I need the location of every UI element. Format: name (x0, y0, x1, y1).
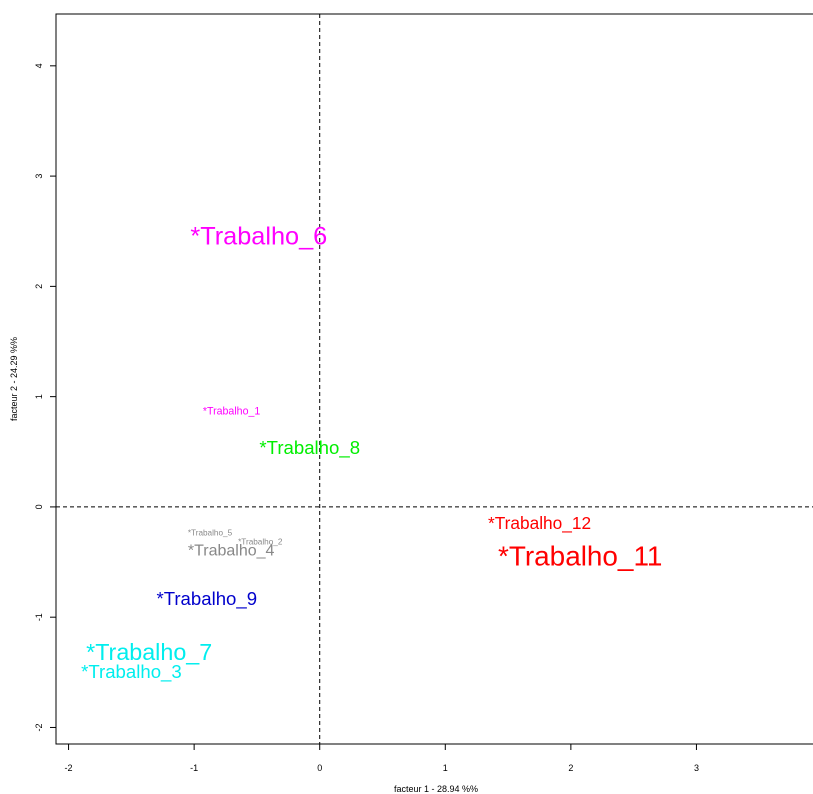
y-tick-label: -2 (34, 723, 44, 731)
y-tick-label: -1 (34, 613, 44, 621)
point-label: *Trabalho_2 (238, 537, 283, 546)
plot-frame (55, 13, 813, 745)
y-axis-title: facteur 2 - 24.29 %% (9, 337, 19, 421)
point-label: *Trabalho_11 (498, 540, 662, 571)
y-tick-label: 4 (34, 63, 44, 68)
y-tick-label: 3 (34, 174, 44, 179)
x-tick-label: 3 (694, 763, 699, 773)
x-tick-label: -1 (190, 763, 198, 773)
point-label: *Trabalho_6 (190, 222, 327, 250)
point-label: *Trabalho_8 (259, 437, 360, 459)
point-label: *Trabalho_7 (86, 639, 212, 665)
x-tick-label: 2 (568, 763, 573, 773)
point-label: *Trabalho_5 (188, 529, 233, 538)
x-axis: -2 -1 0 1 2 3 (65, 743, 699, 773)
x-tick-label: 0 (317, 763, 322, 773)
point-labels: *Trabalho_6 *Trabalho_1 *Trabalho_8 *Trabal… (81, 222, 662, 682)
x-tick-label: -2 (65, 763, 73, 773)
y-tick-label: 0 (34, 504, 44, 509)
point-label: *Trabalho_4 (188, 542, 275, 559)
point-label: *Trabalho_12 (488, 513, 591, 533)
point-label: *Trabalho_1 (203, 405, 260, 417)
x-tick-label: 1 (443, 763, 448, 773)
x-axis-title: facteur 1 - 28.94 %% (394, 784, 478, 794)
y-axis: -2 -1 0 1 2 3 4 (34, 63, 57, 731)
point-label: *Trabalho_9 (156, 588, 257, 610)
y-tick-label: 1 (34, 394, 44, 399)
point-label: *Trabalho_3 (81, 661, 182, 683)
y-tick-label: 2 (34, 284, 44, 289)
